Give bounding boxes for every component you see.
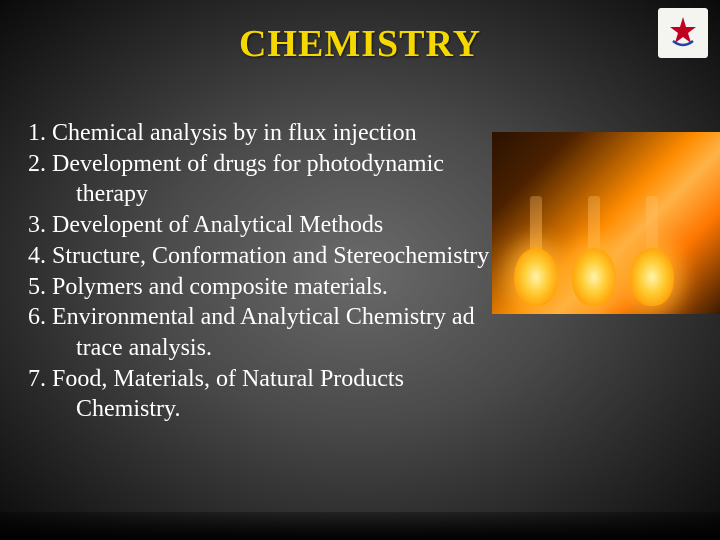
item-text: Structure, Conformation and Stereochemis… <box>52 243 489 269</box>
item-number: 3. <box>28 212 46 238</box>
logo-icon <box>658 8 708 58</box>
item-text: Chemical analysis by in flux injection <box>52 120 417 146</box>
item-number: 1. <box>28 120 46 146</box>
item-number: 2. <box>28 151 46 177</box>
item-number: 5. <box>28 274 46 300</box>
list-item: 1. Chemical analysis by in flux injectio… <box>28 118 700 149</box>
item-text: Developent of Analytical Methods <box>52 212 383 238</box>
corner-logo <box>658 8 708 58</box>
list-item-continuation: therapy <box>28 179 700 210</box>
list-item: 2. Development of drugs for photodynamic <box>28 149 700 180</box>
item-number: 7. <box>28 366 46 392</box>
list-item-continuation: Chemistry. <box>28 394 700 425</box>
item-number: 6. <box>28 304 46 330</box>
item-text: Food, Materials, of Natural Products <box>52 366 404 392</box>
list-item: 7. Food, Materials, of Natural Products <box>28 364 700 395</box>
list-item: 5. Polymers and composite materials. <box>28 272 700 303</box>
list-item-continuation: trace analysis. <box>28 333 700 364</box>
list-item: 4. Structure, Conformation and Stereoche… <box>28 241 700 272</box>
list-item: 6. Environmental and Analytical Chemistr… <box>28 302 700 333</box>
topics-list: 1. Chemical analysis by in flux injectio… <box>28 118 700 425</box>
slide-title: CHEMISTRY <box>0 0 720 66</box>
item-number: 4. <box>28 243 46 269</box>
item-text: Environmental and Analytical Chemistry a… <box>52 304 475 330</box>
item-text: Polymers and composite materials. <box>52 274 388 300</box>
content-area: 1. Chemical analysis by in flux injectio… <box>28 118 700 425</box>
bottom-gradient-edge <box>0 512 720 540</box>
item-text: Development of drugs for photodynamic <box>52 151 444 177</box>
list-item: 3. Developent of Analytical Methods <box>28 210 700 241</box>
